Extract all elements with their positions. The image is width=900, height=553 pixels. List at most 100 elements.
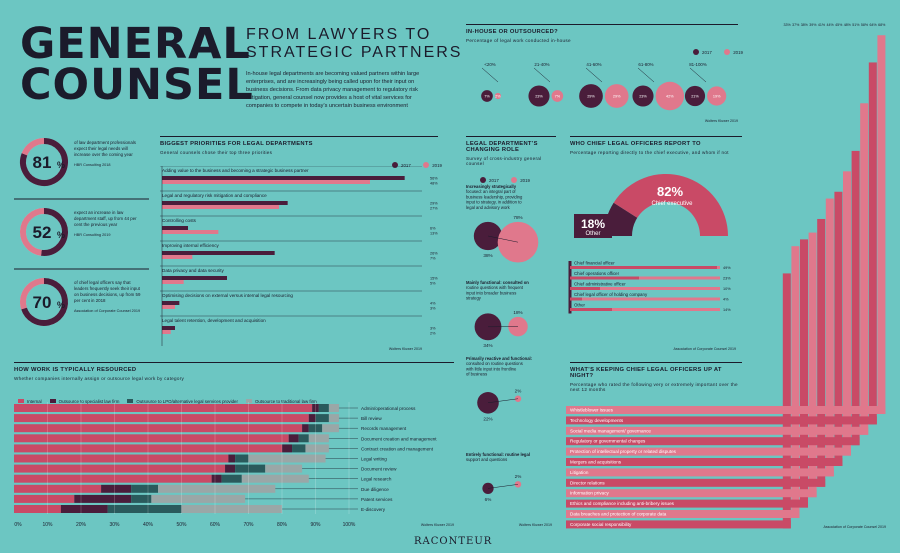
night-value: 68% bbox=[878, 23, 886, 27]
reports-title: WHO CHIEF LEGAL OFFICERS REPORT TO bbox=[570, 141, 701, 147]
reports-label: Other bbox=[574, 303, 586, 308]
resourced-legend: Internal Outsource to specialist law firm… bbox=[10, 390, 317, 408]
resourced-tick: 40% bbox=[143, 522, 154, 528]
resourced-tick: 0% bbox=[14, 522, 22, 528]
resourced-segment bbox=[14, 505, 61, 513]
reports-value: 23% bbox=[723, 277, 731, 281]
resourced-title: HOW WORK IS TYPICALLY RESOURCED bbox=[14, 367, 137, 373]
inhouse-bubble-2017 bbox=[632, 85, 654, 107]
inhouse-value-2017: 7% bbox=[484, 95, 490, 99]
role-legend-2019: 2019 bbox=[511, 177, 530, 183]
resourced-segment bbox=[74, 494, 132, 503]
resourced-label: Patent services bbox=[361, 497, 393, 502]
resourced-segment bbox=[292, 444, 306, 453]
role-connector bbox=[487, 235, 519, 243]
inhouse-legend-2019-label: 2019 bbox=[733, 49, 744, 55]
resourced-legend-swatch bbox=[49, 399, 56, 403]
inhouse-category: 61-80% bbox=[638, 62, 653, 67]
night-label: Information privacy bbox=[570, 491, 610, 496]
role-subtitle: Survey of cross-industry general counsel bbox=[466, 156, 542, 166]
role-value-2017: 34% bbox=[483, 343, 492, 348]
stat-block: of chief legal officers say that leaders… bbox=[74, 280, 144, 313]
inhouse-bubble-2017 bbox=[684, 85, 706, 107]
reports-bar-value bbox=[570, 266, 717, 269]
priority-value-2017: 15% bbox=[430, 277, 438, 281]
night-bar bbox=[566, 510, 800, 518]
night-column bbox=[834, 191, 843, 466]
role-connector bbox=[487, 484, 519, 489]
role-description-line: input into broader business bbox=[466, 290, 516, 295]
priority-value-2019: 5% bbox=[430, 282, 436, 286]
intro-text: In-house legal departments are becoming … bbox=[246, 71, 420, 110]
resourced-label: Legal writing bbox=[361, 457, 387, 462]
reports-value: 14% bbox=[723, 308, 731, 312]
priority-bar-2017 bbox=[162, 226, 188, 230]
reports-bar-track bbox=[570, 276, 720, 280]
resourced-tick: 10% bbox=[42, 522, 53, 528]
night-column bbox=[808, 232, 817, 498]
priority-value-2019: 7% bbox=[430, 257, 436, 261]
priority-bar-2017 bbox=[162, 201, 288, 205]
resourced-segment bbox=[228, 454, 236, 463]
priority-bar-2019 bbox=[162, 180, 370, 184]
inhouse-value-2017: 23% bbox=[639, 95, 647, 99]
resourced-tick: 60% bbox=[210, 522, 221, 528]
resourced-legend-item: Outsource to LPO/alternative legal servi… bbox=[127, 399, 238, 404]
resourced-segment bbox=[308, 414, 316, 423]
night-bar bbox=[566, 437, 860, 446]
inhouse-legend-2019: 2019 bbox=[724, 49, 743, 55]
night-title: WHAT’S KEEPING CHIEF LEGAL OFFICERS UP A… bbox=[570, 367, 722, 379]
stat-ring-remainder bbox=[21, 138, 45, 156]
resourced-segment bbox=[305, 444, 329, 453]
night-bar bbox=[566, 406, 886, 414]
priority-label: Data privacy and data security bbox=[162, 268, 224, 273]
night-column bbox=[843, 171, 851, 456]
role-description-line: Increasingly strategically bbox=[466, 184, 517, 189]
role-description-line: input to strategy, in addition to bbox=[466, 200, 522, 205]
reports-value: 10% bbox=[723, 287, 731, 291]
priority-value-2019: 2% bbox=[430, 332, 436, 336]
night-column bbox=[782, 273, 791, 529]
priority-value-2019: 3% bbox=[430, 307, 436, 311]
priority-value-2017: 29% bbox=[430, 202, 438, 206]
reports-value: 49% bbox=[723, 266, 731, 270]
resourced-segment bbox=[131, 484, 159, 493]
inhouse-value-2019: 42% bbox=[666, 95, 674, 99]
role-value-2019: 18% bbox=[513, 310, 522, 315]
role-legend-2017: 2017 bbox=[480, 177, 499, 183]
reports-label: Chief operations officer bbox=[574, 271, 620, 276]
inhouse-value-2017: 21% bbox=[691, 95, 699, 99]
inhouse-title: IN-HOUSE OR OUTSOURCED? bbox=[466, 29, 558, 35]
priority-value-2017: 3% bbox=[430, 327, 436, 331]
inhouse-connector bbox=[533, 67, 551, 83]
priorities-subtitle: General counsels chose their top three p… bbox=[160, 150, 273, 155]
resourced-label: Document review bbox=[361, 467, 397, 472]
night-bar bbox=[566, 478, 826, 487]
resourced-segment bbox=[265, 464, 303, 473]
night-column bbox=[800, 239, 808, 508]
night-value: 58% bbox=[861, 23, 869, 27]
priority-value-2017: 6% bbox=[430, 227, 436, 231]
inhouse-bubble-2019 bbox=[494, 92, 502, 100]
reports-label: Chief administrative officer bbox=[574, 282, 626, 287]
priority-value-2017: 4% bbox=[430, 302, 436, 306]
priority-label: Controlling costs bbox=[162, 218, 197, 223]
inhouse-value-2017: 23% bbox=[535, 95, 543, 99]
brand-logo: RACONTEUR bbox=[414, 536, 493, 547]
role-description-line: routine questions with frequent bbox=[466, 285, 524, 290]
role-description-line: legal and advisory work bbox=[466, 205, 511, 210]
resourced-label: Admin/operational process bbox=[361, 406, 416, 411]
night-header: WHAT’S KEEPING CHIEF LEGAL OFFICERS UP A… bbox=[570, 362, 742, 392]
stat-description: expect an increase in law department sta… bbox=[74, 210, 137, 227]
resourced-segment bbox=[158, 484, 276, 493]
stat-source: Association of Corporate Counsel 2019 bbox=[74, 308, 141, 313]
resourced-segment bbox=[328, 414, 339, 423]
stat-value: 81 bbox=[33, 153, 52, 172]
priority-value-2017: 26% bbox=[430, 252, 438, 256]
legend-2017: 2017 bbox=[392, 162, 411, 168]
stat-value: 52 bbox=[33, 223, 52, 242]
inhouse-bubble-2019 bbox=[604, 84, 629, 108]
priority-value-2019: 48% bbox=[430, 182, 438, 186]
priorities-title: BIGGEST PRIORITIES FOR LEGAL DEPARTMENTS bbox=[160, 141, 313, 147]
